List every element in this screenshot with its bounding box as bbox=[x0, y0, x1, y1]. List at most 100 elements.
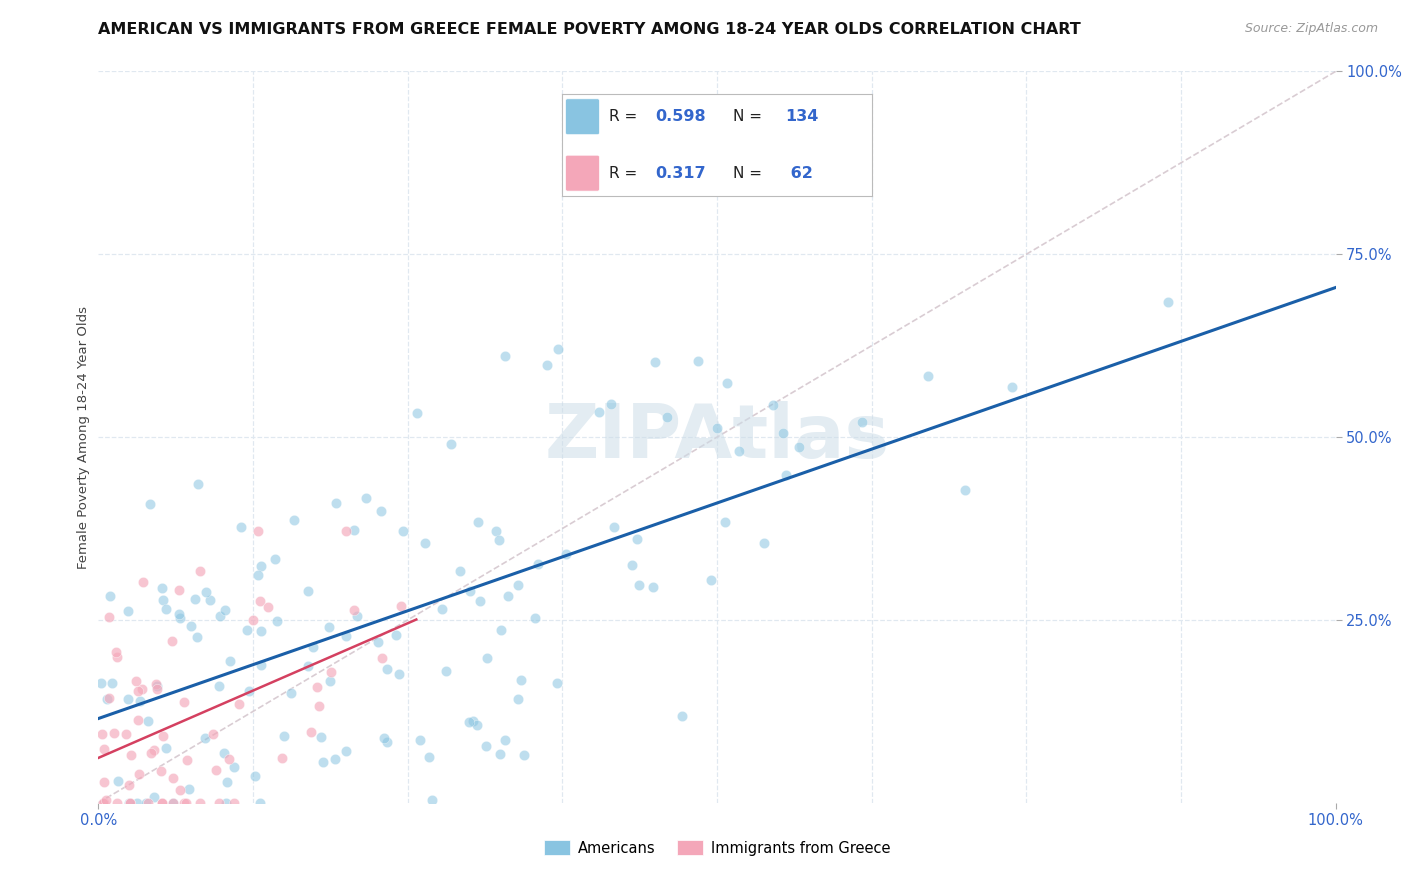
Point bbox=[917, 368, 939, 383]
Text: 134: 134 bbox=[785, 109, 818, 124]
Point bbox=[699, 573, 721, 587]
Point bbox=[335, 744, 357, 758]
Point bbox=[508, 578, 530, 592]
Point bbox=[188, 796, 211, 810]
Point bbox=[208, 679, 231, 693]
Point bbox=[160, 634, 183, 648]
Point bbox=[266, 614, 288, 628]
Point bbox=[105, 645, 128, 659]
Point bbox=[465, 718, 488, 732]
Text: AMERICAN VS IMMIGRANTS FROM GREECE FEMALE POVERTY AMONG 18-24 YEAR OLDS CORRELAT: AMERICAN VS IMMIGRANTS FROM GREECE FEMAL… bbox=[98, 22, 1081, 37]
Point bbox=[93, 742, 115, 756]
Point bbox=[343, 523, 366, 537]
Point bbox=[851, 415, 873, 429]
Point bbox=[280, 686, 302, 700]
Point bbox=[508, 692, 530, 706]
Point bbox=[762, 398, 785, 412]
Point bbox=[229, 520, 252, 534]
Point bbox=[167, 582, 190, 597]
Point bbox=[434, 664, 457, 678]
Point bbox=[177, 782, 200, 797]
Point bbox=[173, 796, 195, 810]
Point bbox=[475, 650, 498, 665]
Point bbox=[96, 691, 118, 706]
Point bbox=[187, 476, 209, 491]
Point bbox=[90, 675, 112, 690]
Point bbox=[194, 584, 217, 599]
Point bbox=[198, 592, 221, 607]
Point bbox=[319, 673, 342, 688]
Point bbox=[264, 552, 287, 566]
Point bbox=[128, 694, 150, 708]
Point bbox=[145, 677, 167, 691]
Point bbox=[136, 796, 159, 810]
Point bbox=[301, 640, 323, 654]
Point bbox=[93, 775, 115, 789]
Point bbox=[135, 796, 157, 810]
Point bbox=[146, 679, 169, 693]
Point bbox=[173, 695, 195, 709]
Point bbox=[215, 775, 238, 789]
Point bbox=[367, 635, 389, 649]
Point bbox=[155, 601, 177, 615]
Point bbox=[125, 796, 148, 810]
Point bbox=[356, 491, 378, 505]
Point bbox=[485, 524, 508, 539]
Point bbox=[603, 519, 626, 533]
Point bbox=[953, 483, 976, 498]
Point bbox=[186, 631, 208, 645]
Point bbox=[716, 376, 738, 390]
Point bbox=[373, 731, 395, 746]
Point bbox=[118, 796, 141, 810]
Point bbox=[470, 594, 492, 608]
Point bbox=[162, 771, 184, 785]
Point bbox=[222, 760, 245, 774]
Point bbox=[526, 558, 548, 572]
Point bbox=[494, 349, 516, 363]
Point bbox=[249, 796, 271, 810]
Point bbox=[150, 796, 173, 810]
Point bbox=[536, 358, 558, 372]
Text: 0.598: 0.598 bbox=[655, 109, 706, 124]
Point bbox=[413, 536, 436, 550]
Point bbox=[125, 673, 148, 688]
Point bbox=[524, 611, 547, 625]
Point bbox=[309, 731, 332, 745]
Point bbox=[105, 649, 128, 664]
Point bbox=[420, 793, 443, 807]
Point bbox=[155, 741, 177, 756]
Point bbox=[491, 623, 513, 637]
Point bbox=[208, 796, 231, 810]
Point bbox=[105, 796, 128, 810]
Text: R =: R = bbox=[609, 166, 637, 181]
Point bbox=[458, 584, 481, 599]
Point bbox=[93, 796, 115, 810]
Point bbox=[343, 603, 366, 617]
Text: Source: ZipAtlas.com: Source: ZipAtlas.com bbox=[1244, 22, 1378, 36]
Point bbox=[162, 796, 184, 810]
Point bbox=[385, 627, 408, 641]
Point bbox=[1157, 295, 1180, 310]
Point bbox=[621, 558, 644, 572]
Point bbox=[91, 796, 114, 810]
Point bbox=[325, 496, 347, 510]
Point bbox=[430, 602, 453, 616]
Point bbox=[250, 624, 273, 639]
Point bbox=[319, 665, 342, 680]
Point bbox=[449, 565, 471, 579]
Y-axis label: Female Poverty Among 18-24 Year Olds: Female Poverty Among 18-24 Year Olds bbox=[77, 306, 90, 568]
Point bbox=[311, 755, 333, 769]
Point bbox=[644, 355, 666, 369]
Point bbox=[249, 593, 271, 607]
Point bbox=[98, 589, 121, 603]
Point bbox=[103, 725, 125, 739]
Text: N =: N = bbox=[733, 109, 762, 124]
Point bbox=[335, 629, 357, 643]
Point bbox=[475, 739, 498, 753]
Point bbox=[297, 658, 319, 673]
Point bbox=[392, 524, 415, 538]
Point bbox=[98, 610, 121, 624]
Point bbox=[250, 559, 273, 574]
Point bbox=[194, 731, 217, 745]
Text: 62: 62 bbox=[785, 166, 813, 181]
